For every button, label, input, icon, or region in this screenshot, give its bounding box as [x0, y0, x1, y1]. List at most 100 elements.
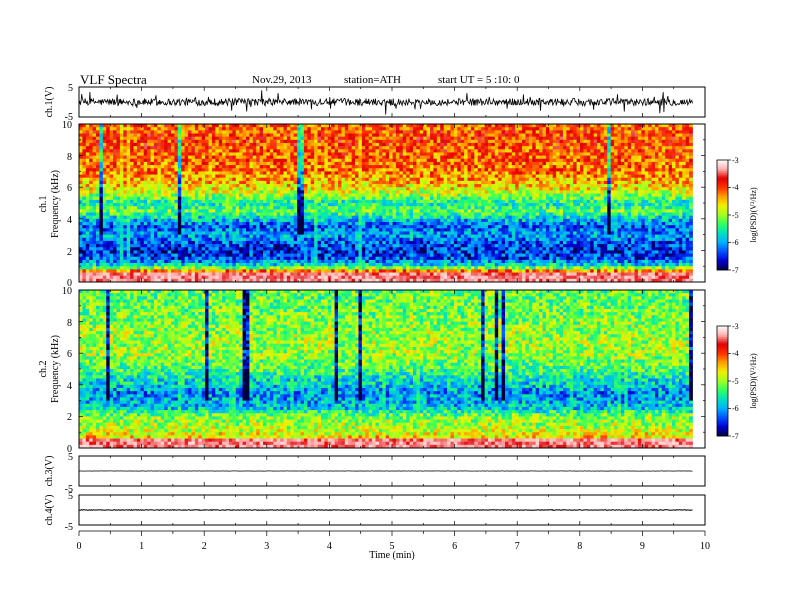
spectrogram-cell: [116, 165, 121, 169]
spectrogram-cell: [99, 155, 104, 160]
spectrogram-cell: [188, 180, 192, 185]
spectrogram-cell: [351, 253, 356, 258]
spectrogram-cell: [378, 256, 383, 261]
spectrogram-cell: [232, 247, 237, 251]
spectrogram-cell: [331, 218, 336, 223]
spectrogram-cell: [198, 199, 203, 204]
spectrogram-cell: [355, 149, 359, 153]
spectrogram-cell: [348, 124, 353, 128]
spectrogram-cell: [102, 247, 107, 251]
spectrogram-cell: [228, 256, 233, 261]
spectrogram-cell: [320, 165, 325, 169]
spectrogram-cell: [228, 152, 233, 156]
spectrogram-cell: [191, 218, 196, 223]
spectrogram-cell: [133, 256, 138, 261]
spectrogram-cell: [228, 228, 233, 232]
spectrogram-cell: [378, 215, 383, 220]
spectrogram-cell: [99, 177, 104, 182]
spectrogram-cell: [167, 250, 172, 254]
spectrogram-cell: [310, 187, 315, 191]
spectrogram-cell: [211, 187, 216, 191]
spectrogram-cell: [341, 161, 346, 166]
spectrogram-cell: [232, 171, 237, 175]
spectrogram-cell: [177, 130, 182, 134]
spectrogram-cell: [177, 237, 182, 242]
spectrogram-cell: [355, 133, 359, 138]
spectrogram-cell: [378, 244, 383, 248]
spectrogram-cell: [286, 256, 291, 261]
spectrogram-cell: [164, 203, 169, 207]
spectrogram-cell: [171, 193, 175, 198]
spectrogram-cell: [174, 174, 179, 179]
spectrogram-cell: [133, 244, 138, 248]
spectrogram-cell: [273, 228, 278, 232]
spectrogram-cell: [280, 196, 284, 201]
spectrogram-cell: [215, 146, 220, 150]
spectrogram-cell: [320, 240, 325, 245]
spectrogram-cell: [167, 253, 172, 258]
spectrogram-cell: [324, 234, 329, 239]
spectrogram-cell: [109, 199, 114, 204]
spectrogram-cell: [218, 136, 223, 141]
spectrogram-cell: [351, 215, 356, 220]
spectrogram-cell: [106, 234, 111, 239]
spectrogram-cell: [310, 171, 315, 175]
spectrogram-cell: [290, 275, 295, 280]
spectrogram-cell: [140, 165, 145, 169]
spectrogram-cell: [409, 139, 414, 144]
spectrogram-cell: [143, 177, 148, 182]
spectrogram-cell: [324, 247, 329, 251]
spectrogram-cell: [211, 225, 216, 229]
spectrogram-cell: [167, 215, 172, 220]
spectrogram-cell: [263, 203, 267, 207]
spectrogram-cell: [235, 256, 240, 261]
spectrogram-cell: [191, 240, 196, 245]
spectrogram-cell: [150, 196, 155, 201]
spectrogram-cell: [378, 139, 383, 144]
spectrogram-cell: [324, 209, 329, 213]
spectrogram-cell: [395, 142, 400, 147]
spectrogram-cell: [143, 190, 148, 194]
spectrogram-cell: [372, 272, 376, 277]
spectrogram-cell: [133, 199, 138, 204]
spectrogram-cell: [211, 234, 216, 239]
spectrogram-cell: [85, 168, 90, 172]
spectrogram-cell: [119, 221, 124, 226]
spectrogram-cell: [235, 124, 240, 128]
spectrogram-cell: [395, 253, 400, 258]
spectrogram-cell: [102, 266, 107, 270]
spectrogram-cell: [184, 240, 189, 245]
spectrogram-cell: [215, 256, 220, 261]
spectrogram-cell: [252, 215, 257, 220]
spectrogram-cell: [314, 231, 318, 235]
spectrogram-cell: [218, 203, 223, 207]
spectrogram-cell: [167, 256, 172, 261]
spectrogram-cell: [225, 221, 230, 226]
spectrogram-cell: [276, 259, 281, 264]
spectrogram-cell: [406, 253, 410, 258]
spectrogram-cell: [228, 180, 233, 185]
spectrogram-cell: [106, 215, 111, 220]
spectrogram-cell: [194, 133, 199, 138]
spectrogram-cell: [334, 180, 339, 185]
spectrogram-cell: [413, 231, 417, 235]
spectrogram-cell: [211, 221, 216, 226]
spectrogram-cell: [208, 184, 213, 188]
spectrogram-cell: [375, 225, 380, 229]
spectrogram-cell: [198, 136, 203, 141]
spectrogram-cell: [201, 266, 206, 270]
spectrogram-cell: [205, 199, 209, 204]
spectrogram-cell: [89, 240, 94, 245]
spectrogram-cell: [409, 152, 414, 156]
spectrogram-cell: [368, 206, 373, 210]
spectrogram-cell: [130, 278, 134, 283]
spectrogram-cell: [314, 256, 318, 261]
spectrogram-cell: [324, 225, 329, 229]
spectrogram-cell: [191, 263, 196, 267]
spectrogram-cell: [218, 139, 223, 144]
spectrogram-cell: [239, 234, 243, 239]
spectrogram-cell: [310, 228, 315, 232]
spectrogram-cell: [198, 165, 203, 169]
spectrogram-cell: [280, 263, 284, 267]
spectrogram-cell: [140, 228, 145, 232]
